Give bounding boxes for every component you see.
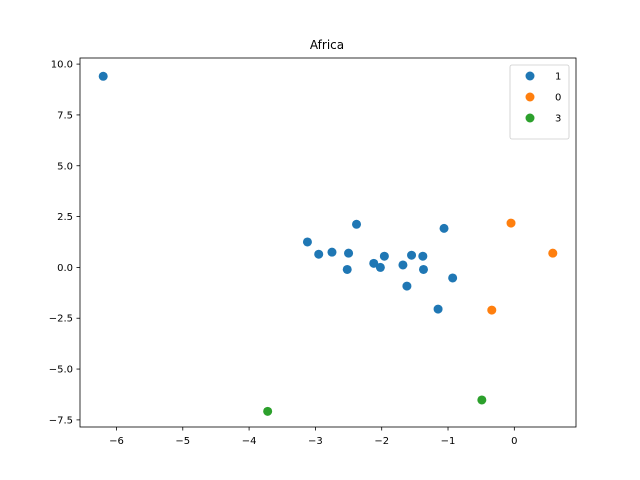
point-series-0-2 (548, 248, 558, 258)
point-series-0-1 (487, 305, 497, 315)
point-series-1-10 (398, 260, 408, 270)
x-tick-label-4: −2 (374, 436, 389, 447)
legend-label-0: 0 (555, 93, 561, 104)
point-series-1-5 (342, 264, 352, 274)
legend-label-3: 3 (555, 114, 561, 125)
x-tick-label-6: 0 (511, 436, 517, 447)
point-series-1-8 (375, 262, 385, 272)
axes-layer: −6 −5 −4 −3 −2 −1 0 −7.5 −5.0 −2.5 0.0 2.5 5.0 7.5 10.… (49, 57, 577, 447)
point-series-1-12 (407, 250, 417, 260)
point-series-1-2 (314, 249, 324, 259)
x-tick-label-1: −5 (175, 436, 190, 447)
point-series-1-17 (448, 273, 458, 283)
y-tick-label-2: −2.5 (49, 314, 73, 325)
y-tick-label-3: 0.0 (57, 263, 73, 274)
point-series-1-16 (439, 223, 449, 233)
y-tick-label-4: 2.5 (57, 212, 73, 223)
point-series-1-4 (344, 248, 354, 258)
x-tick-label-5: −1 (441, 436, 456, 447)
point-series-1-1 (302, 237, 312, 247)
y-tick-label-1: −5.0 (49, 365, 73, 376)
x-tick-label-3: −3 (308, 436, 323, 447)
point-series-1-3 (327, 247, 337, 257)
legend-label-1: 1 (555, 72, 561, 83)
y-tick-label-5: 5.0 (57, 161, 73, 172)
chart-title: Africa (310, 38, 344, 52)
y-tick-label-6: 7.5 (57, 110, 73, 121)
y-tick-label-7: 10.0 (51, 60, 73, 71)
x-tick-label-2: −4 (242, 436, 257, 447)
plot-frame (79, 57, 577, 428)
point-series-1-7 (369, 258, 379, 268)
point-series-1-15 (433, 304, 443, 314)
point-series-1-0 (98, 71, 108, 81)
point-series-0-0 (506, 218, 516, 228)
legend-marker-3 (525, 113, 535, 123)
legend-marker-0 (525, 92, 535, 102)
point-series-1-11 (402, 281, 412, 291)
point-series-1-9 (379, 251, 389, 261)
point-series-1-14 (418, 264, 428, 274)
point-series-1-6 (352, 219, 362, 229)
points-layer (98, 71, 558, 416)
x-tick-label-0: −6 (109, 436, 124, 447)
legend-marker-1 (525, 71, 535, 81)
point-series-1-13 (418, 251, 428, 261)
point-series-3-0 (263, 406, 273, 416)
legend: 1 0 3 (509, 64, 570, 140)
legend-box (509, 64, 570, 140)
y-tick-label-0: −7.5 (49, 415, 73, 426)
point-series-3-1 (477, 395, 487, 405)
